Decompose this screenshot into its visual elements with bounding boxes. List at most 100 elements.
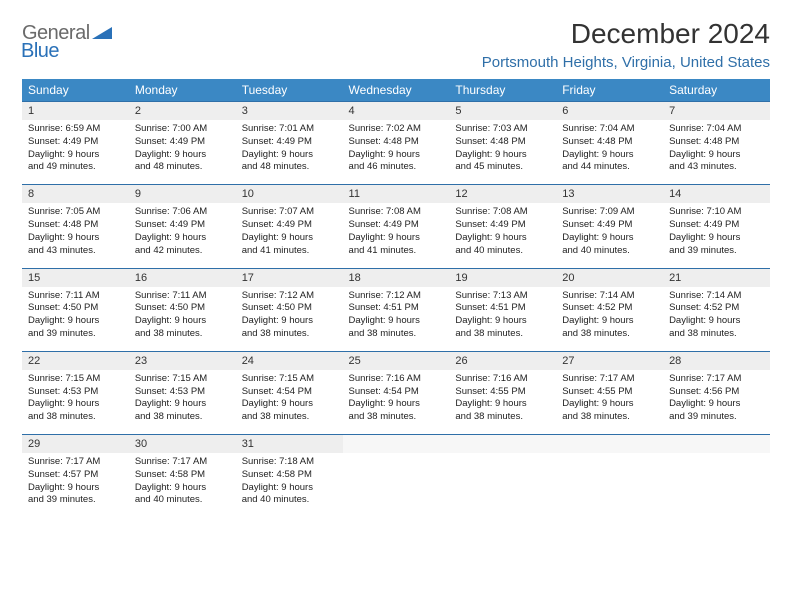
sunrise-line: Sunrise: 7:03 AM	[455, 123, 550, 136]
weekday-header: Wednesday	[343, 79, 450, 102]
day-content-cell: Sunrise: 7:16 AMSunset: 4:55 PMDaylight:…	[449, 370, 556, 435]
day-number-cell: 31	[236, 435, 343, 454]
daylight-line-1: Daylight: 9 hours	[135, 149, 230, 162]
daylight-line-2: and 42 minutes.	[135, 245, 230, 258]
daylight-line-1: Daylight: 9 hours	[455, 315, 550, 328]
day-content-cell: Sunrise: 7:00 AMSunset: 4:49 PMDaylight:…	[129, 120, 236, 185]
day-number-cell: 17	[236, 268, 343, 287]
sunrise-line: Sunrise: 7:16 AM	[349, 373, 444, 386]
day-content-cell: Sunrise: 7:16 AMSunset: 4:54 PMDaylight:…	[343, 370, 450, 435]
day-number-cell: 8	[22, 185, 129, 204]
day-content-cell: Sunrise: 7:09 AMSunset: 4:49 PMDaylight:…	[556, 203, 663, 268]
daylight-line-1: Daylight: 9 hours	[349, 398, 444, 411]
sunrise-line: Sunrise: 7:15 AM	[242, 373, 337, 386]
day-number-row: 22232425262728	[22, 351, 770, 370]
daylight-line-2: and 40 minutes.	[562, 245, 657, 258]
day-number-cell: 3	[236, 102, 343, 121]
sunrise-line: Sunrise: 7:17 AM	[28, 456, 123, 469]
sunset-line: Sunset: 4:49 PM	[562, 219, 657, 232]
day-content-cell: Sunrise: 7:03 AMSunset: 4:48 PMDaylight:…	[449, 120, 556, 185]
day-number-cell: 12	[449, 185, 556, 204]
day-content-cell: Sunrise: 7:07 AMSunset: 4:49 PMDaylight:…	[236, 203, 343, 268]
location-text: Portsmouth Heights, Virginia, United Sta…	[482, 54, 770, 71]
sunrise-line: Sunrise: 7:04 AM	[669, 123, 764, 136]
day-content-cell: Sunrise: 7:14 AMSunset: 4:52 PMDaylight:…	[556, 287, 663, 352]
day-content-cell: Sunrise: 7:17 AMSunset: 4:57 PMDaylight:…	[22, 453, 129, 517]
sunrise-line: Sunrise: 7:00 AM	[135, 123, 230, 136]
sunrise-line: Sunrise: 7:13 AM	[455, 290, 550, 303]
daylight-line-2: and 38 minutes.	[349, 411, 444, 424]
sunrise-line: Sunrise: 7:01 AM	[242, 123, 337, 136]
day-content-row: Sunrise: 6:59 AMSunset: 4:49 PMDaylight:…	[22, 120, 770, 185]
daylight-line-2: and 38 minutes.	[562, 411, 657, 424]
sunrise-line: Sunrise: 7:05 AM	[28, 206, 123, 219]
sunrise-line: Sunrise: 7:12 AM	[242, 290, 337, 303]
day-number-cell	[663, 435, 770, 454]
sunrise-line: Sunrise: 7:10 AM	[669, 206, 764, 219]
day-number-cell: 4	[343, 102, 450, 121]
sunset-line: Sunset: 4:49 PM	[28, 136, 123, 149]
day-content-row: Sunrise: 7:15 AMSunset: 4:53 PMDaylight:…	[22, 370, 770, 435]
daylight-line-2: and 38 minutes.	[135, 411, 230, 424]
sunrise-line: Sunrise: 7:16 AM	[455, 373, 550, 386]
sunset-line: Sunset: 4:58 PM	[242, 469, 337, 482]
day-number-cell: 25	[343, 351, 450, 370]
sunset-line: Sunset: 4:50 PM	[135, 302, 230, 315]
day-number-row: 1234567	[22, 102, 770, 121]
sunset-line: Sunset: 4:57 PM	[28, 469, 123, 482]
weekday-header: Thursday	[449, 79, 556, 102]
day-content-cell	[343, 453, 450, 517]
sunrise-line: Sunrise: 7:06 AM	[135, 206, 230, 219]
weekday-header: Monday	[129, 79, 236, 102]
logo: General Blue	[22, 24, 112, 60]
sunrise-line: Sunrise: 7:14 AM	[669, 290, 764, 303]
sunset-line: Sunset: 4:54 PM	[349, 386, 444, 399]
day-number-row: 293031	[22, 435, 770, 454]
daylight-line-1: Daylight: 9 hours	[135, 398, 230, 411]
day-number-cell: 9	[129, 185, 236, 204]
daylight-line-1: Daylight: 9 hours	[28, 232, 123, 245]
day-number-cell: 16	[129, 268, 236, 287]
day-number-cell: 13	[556, 185, 663, 204]
day-number-cell: 29	[22, 435, 129, 454]
sunset-line: Sunset: 4:49 PM	[135, 219, 230, 232]
weekday-header: Sunday	[22, 79, 129, 102]
sunrise-line: Sunrise: 7:17 AM	[135, 456, 230, 469]
daylight-line-1: Daylight: 9 hours	[669, 232, 764, 245]
sunset-line: Sunset: 4:49 PM	[135, 136, 230, 149]
day-number-cell: 22	[22, 351, 129, 370]
day-number-row: 15161718192021	[22, 268, 770, 287]
daylight-line-1: Daylight: 9 hours	[349, 149, 444, 162]
daylight-line-2: and 46 minutes.	[349, 161, 444, 174]
day-content-cell: Sunrise: 7:08 AMSunset: 4:49 PMDaylight:…	[449, 203, 556, 268]
day-content-cell: Sunrise: 7:11 AMSunset: 4:50 PMDaylight:…	[22, 287, 129, 352]
daylight-line-2: and 39 minutes.	[669, 411, 764, 424]
day-number-cell: 21	[663, 268, 770, 287]
daylight-line-2: and 49 minutes.	[28, 161, 123, 174]
month-title: December 2024	[482, 18, 770, 50]
sunrise-line: Sunrise: 6:59 AM	[28, 123, 123, 136]
daylight-line-1: Daylight: 9 hours	[455, 232, 550, 245]
sunset-line: Sunset: 4:53 PM	[135, 386, 230, 399]
day-content-cell: Sunrise: 7:17 AMSunset: 4:55 PMDaylight:…	[556, 370, 663, 435]
sunset-line: Sunset: 4:51 PM	[349, 302, 444, 315]
day-content-cell: Sunrise: 7:10 AMSunset: 4:49 PMDaylight:…	[663, 203, 770, 268]
sunset-line: Sunset: 4:56 PM	[669, 386, 764, 399]
day-content-cell: Sunrise: 7:14 AMSunset: 4:52 PMDaylight:…	[663, 287, 770, 352]
day-content-row: Sunrise: 7:11 AMSunset: 4:50 PMDaylight:…	[22, 287, 770, 352]
sunrise-line: Sunrise: 7:11 AM	[135, 290, 230, 303]
daylight-line-2: and 38 minutes.	[242, 411, 337, 424]
daylight-line-1: Daylight: 9 hours	[455, 149, 550, 162]
daylight-line-1: Daylight: 9 hours	[455, 398, 550, 411]
daylight-line-2: and 39 minutes.	[669, 245, 764, 258]
day-number-cell: 7	[663, 102, 770, 121]
sunrise-line: Sunrise: 7:17 AM	[562, 373, 657, 386]
daylight-line-2: and 38 minutes.	[349, 328, 444, 341]
day-number-cell: 23	[129, 351, 236, 370]
sunset-line: Sunset: 4:50 PM	[242, 302, 337, 315]
day-number-cell: 5	[449, 102, 556, 121]
day-number-cell	[449, 435, 556, 454]
day-content-cell: Sunrise: 7:15 AMSunset: 4:54 PMDaylight:…	[236, 370, 343, 435]
day-content-cell: Sunrise: 7:08 AMSunset: 4:49 PMDaylight:…	[343, 203, 450, 268]
day-content-cell: Sunrise: 7:17 AMSunset: 4:56 PMDaylight:…	[663, 370, 770, 435]
